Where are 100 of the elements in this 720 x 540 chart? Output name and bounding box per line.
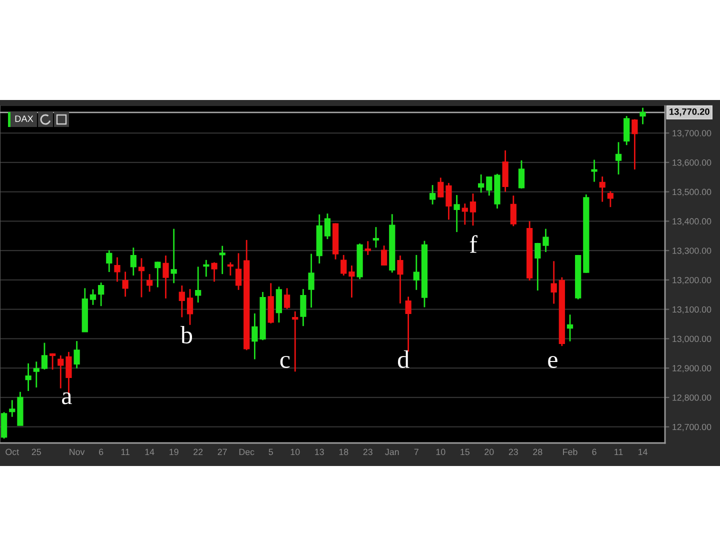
candlestick [446,182,452,220]
x-tick-label: Dec [239,448,254,456]
candlestick [324,212,331,240]
candlestick [74,340,80,370]
candlestick [550,260,557,304]
ref-line-label: 13,770.20 [670,108,710,116]
annotation: d [398,350,410,368]
y-tick-label: 13,400.00 [672,218,712,226]
x-tick-label: 14 [145,448,154,455]
y-tick-label: 13,200.00 [672,276,712,284]
candlestick [632,118,638,170]
x-tick-label: 14 [638,448,648,455]
x-tick-label: 15 [460,448,470,456]
candlestick [292,310,298,372]
candlestick [284,287,290,310]
y-tick-label: 13,300.00 [672,248,712,255]
candlestick [276,286,282,324]
candlestick [122,271,128,298]
candlestick [566,314,574,342]
candlestick [348,264,355,298]
candlestick [130,246,136,276]
candlestick [534,242,541,292]
annotation: b [180,326,192,344]
annotation: a [62,392,72,404]
x-tick-label: 20 [484,448,494,456]
y-tick-label: 13,500.00 [672,188,712,196]
candlestick [599,176,606,202]
candlestick [640,107,646,125]
candlestick [41,342,48,370]
x-tick-label: 10 [436,448,446,456]
annotation: c [280,356,290,368]
candlestick [252,312,258,360]
x-tick-label: 11 [121,448,130,455]
candlestick [462,202,468,226]
x-tick-label: 7 [414,448,418,455]
candlestick [478,174,484,194]
candlestick [58,354,64,390]
x-tick-label: 6 [99,448,104,456]
candlestick [138,258,145,298]
x-tick-label: 25 [32,448,41,456]
candlestick [106,250,112,273]
candlestick [186,288,194,326]
candlestick [624,115,630,146]
candlestick [25,362,32,392]
x-tick-label: Nov [70,448,85,456]
x-tick-label: 28 [533,448,542,456]
candlestick [429,184,436,206]
x-tick-label: 23 [508,448,518,456]
candlestick [146,273,153,292]
candlestick [90,288,96,306]
x-tick-label: 27 [218,448,227,455]
x-tick-label: 18 [339,448,348,456]
candlestick [170,228,177,284]
text: DAX [15,116,34,122]
x-tick-label: 11 [614,448,623,455]
y-tick-label: 12,900.00 [672,365,712,372]
x-tick-label: 22 [194,448,203,455]
candlestick [154,261,161,288]
annotation: e [548,356,558,368]
x-tick-label: Jan [385,448,399,456]
candlestick [49,352,56,370]
x-tick-label: 19 [170,448,178,456]
x-tick-label: Feb [563,448,578,456]
y-tick-label: 13,100.00 [672,306,712,314]
candlestick [486,176,492,196]
candlestick [607,190,614,208]
x-tick-label: 10 [290,448,300,456]
candlestick [591,159,598,182]
candlestick [518,160,525,190]
candlestick [510,194,516,227]
candlestick [470,192,476,226]
candlestick [0,411,8,440]
candlestick [300,288,306,327]
candlestick [364,240,371,256]
y-tick-label: 13,700.00 [672,130,712,138]
candlestick [542,228,549,253]
candlestick [219,245,226,275]
candlestick [9,399,16,418]
candlestick [227,262,234,276]
candlestick [178,284,185,318]
candlestick [308,253,314,308]
x-tick-label: 5 [268,448,273,456]
candlestick [372,226,380,248]
candlestick [114,256,120,282]
y-tick-label: 13,000.00 [672,336,712,344]
candlestick [413,254,420,291]
candlestick [454,194,460,233]
y-tick-label: 12,800.00 [672,394,712,402]
candlestick [615,141,622,176]
candlestick [380,244,388,266]
candlestick [98,282,104,307]
x-tick-label: Oct [6,448,19,456]
y-tick-label: 13,600.00 [672,159,712,167]
candlestick [33,360,40,388]
annotation: f [470,235,478,253]
candlestick [203,259,210,278]
y-tick-label: 12,700.00 [672,424,712,432]
candlestick [340,254,347,276]
x-tick-label: 13 [315,448,324,456]
candlestick [195,266,202,304]
